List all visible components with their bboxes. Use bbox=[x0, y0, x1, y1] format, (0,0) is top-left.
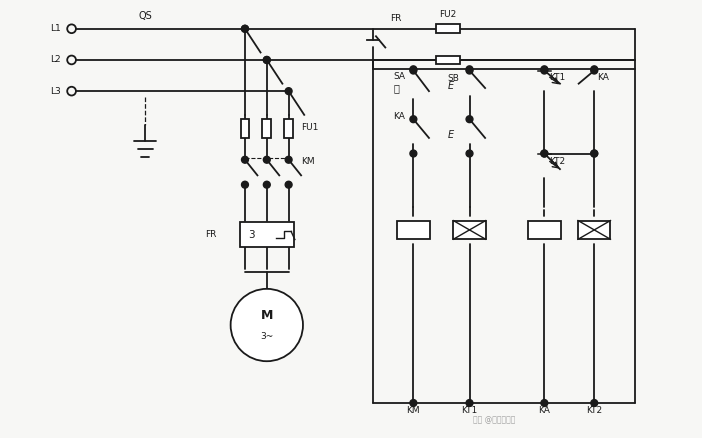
Circle shape bbox=[466, 67, 473, 74]
Bar bbox=[436, 25, 460, 33]
Circle shape bbox=[410, 116, 417, 123]
Text: M: M bbox=[260, 309, 273, 322]
Text: KM: KM bbox=[301, 157, 314, 166]
Circle shape bbox=[410, 150, 417, 157]
Text: KA: KA bbox=[393, 112, 405, 120]
Circle shape bbox=[285, 88, 292, 95]
Circle shape bbox=[466, 116, 473, 123]
Circle shape bbox=[285, 156, 292, 163]
Circle shape bbox=[591, 150, 597, 157]
Text: KA: KA bbox=[597, 73, 609, 82]
Bar bbox=[284, 119, 293, 138]
Bar bbox=[436, 56, 460, 64]
Text: KT1: KT1 bbox=[461, 406, 477, 415]
Text: L2: L2 bbox=[51, 56, 61, 64]
Circle shape bbox=[67, 56, 76, 64]
Circle shape bbox=[591, 67, 597, 74]
Bar bbox=[528, 221, 561, 239]
Text: L1: L1 bbox=[51, 24, 61, 33]
Bar bbox=[453, 221, 486, 239]
Circle shape bbox=[541, 150, 548, 157]
Text: KA: KA bbox=[538, 406, 550, 415]
Bar bbox=[397, 221, 430, 239]
Circle shape bbox=[231, 289, 303, 361]
Text: FR: FR bbox=[390, 14, 401, 23]
Text: QS: QS bbox=[138, 11, 152, 21]
Bar bbox=[240, 222, 293, 247]
Circle shape bbox=[410, 399, 417, 406]
Circle shape bbox=[241, 156, 249, 163]
Text: 3~: 3~ bbox=[260, 332, 273, 341]
Circle shape bbox=[285, 181, 292, 188]
Text: FU2: FU2 bbox=[439, 10, 456, 19]
Circle shape bbox=[241, 25, 249, 32]
Bar bbox=[578, 221, 611, 239]
Text: KT2: KT2 bbox=[550, 157, 566, 166]
Circle shape bbox=[263, 156, 270, 163]
Circle shape bbox=[410, 66, 417, 73]
Text: 3: 3 bbox=[248, 230, 255, 240]
Circle shape bbox=[410, 67, 417, 74]
Circle shape bbox=[263, 57, 270, 64]
Bar bbox=[263, 119, 271, 138]
Text: KT2: KT2 bbox=[586, 406, 602, 415]
Text: 知乎 @电力观察官: 知乎 @电力观察官 bbox=[473, 415, 516, 424]
Circle shape bbox=[241, 181, 249, 188]
Circle shape bbox=[67, 87, 76, 95]
Text: KT1: KT1 bbox=[550, 73, 566, 82]
Text: FU1: FU1 bbox=[301, 123, 319, 132]
Circle shape bbox=[466, 66, 473, 73]
Circle shape bbox=[241, 25, 249, 32]
Bar bbox=[241, 119, 249, 138]
Circle shape bbox=[591, 66, 597, 73]
Circle shape bbox=[591, 150, 597, 157]
Circle shape bbox=[67, 25, 76, 33]
Circle shape bbox=[541, 67, 548, 74]
Text: 翟: 翟 bbox=[393, 83, 399, 93]
Text: SB: SB bbox=[448, 74, 460, 83]
Text: E: E bbox=[448, 81, 453, 91]
Circle shape bbox=[263, 57, 270, 64]
Text: L3: L3 bbox=[51, 87, 61, 95]
Circle shape bbox=[263, 181, 270, 188]
Text: SA: SA bbox=[393, 72, 406, 81]
Text: KM: KM bbox=[406, 406, 420, 415]
Circle shape bbox=[466, 150, 473, 157]
Text: E: E bbox=[448, 130, 453, 140]
Text: FR: FR bbox=[206, 230, 217, 239]
Circle shape bbox=[541, 150, 548, 157]
Circle shape bbox=[466, 399, 473, 406]
Circle shape bbox=[541, 66, 548, 73]
Circle shape bbox=[541, 399, 548, 406]
Circle shape bbox=[591, 399, 597, 406]
